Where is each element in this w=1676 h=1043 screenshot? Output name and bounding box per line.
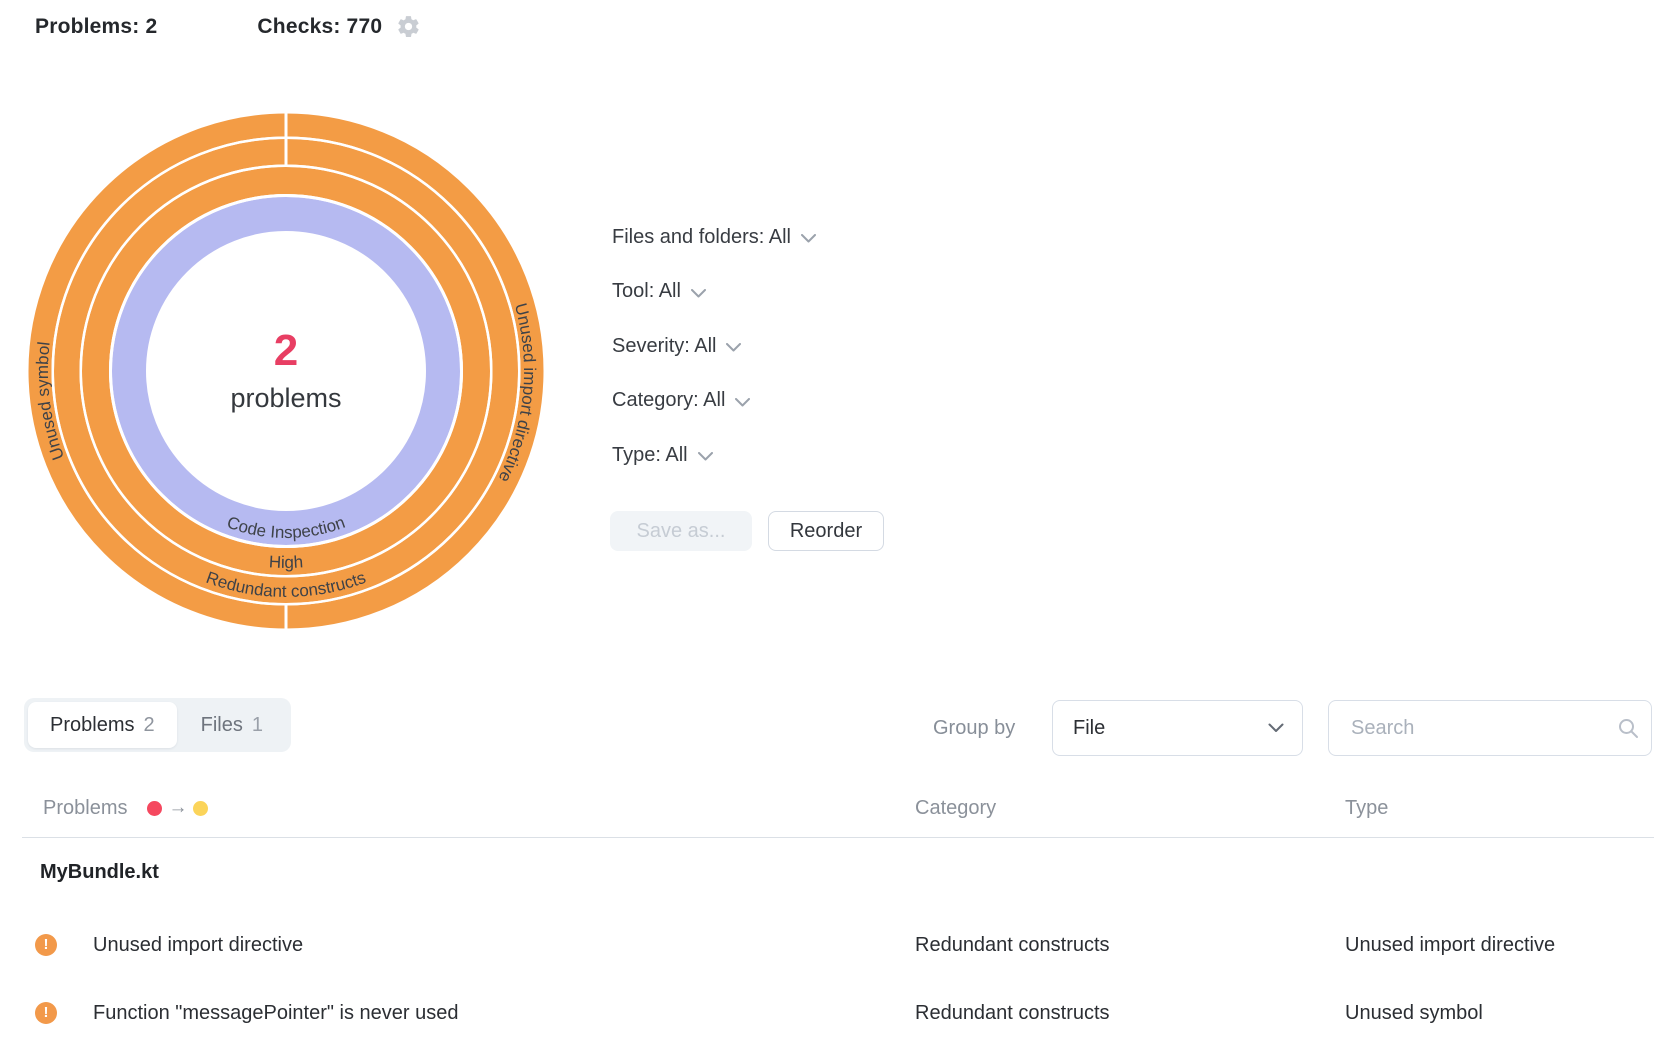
reorder-button[interactable]: Reorder [768,511,884,551]
search-input[interactable] [1349,715,1618,741]
ring-severity[interactable] [82,167,490,575]
chevron-down-icon [690,288,706,298]
chevron-down-icon [735,397,751,407]
filter-label: Files and folders: All [612,225,791,248]
tab-label: Problems [50,713,135,736]
chevron-down-icon [1268,723,1284,732]
filter-type[interactable]: Type: All [612,428,816,483]
filter-label: Tool: All [612,280,681,303]
file-group-title[interactable]: MyBundle.kt [40,861,159,883]
report-header: Problems: 2 Checks: 770 [35,14,421,39]
search-icon [1619,718,1638,738]
category-cell: Redundant constructs [915,1001,1110,1024]
tab-count: 1 [251,713,263,736]
table-row[interactable]: ! Unused import directive Redundant cons… [0,923,1676,967]
filter-label: Category: All [612,389,726,412]
column-header-problems: Problems → [43,790,209,826]
table-row[interactable]: ! Function "messagePointer" is never use… [0,991,1676,1035]
category-cell: Redundant constructs [915,933,1110,956]
filter-label: Type: All [612,443,688,466]
ring-tool[interactable] [112,197,460,545]
problem-count-label: problems [230,383,341,413]
sunburst-chart[interactable]: Code Inspection High Redundant construct… [26,111,546,631]
column-header-category: Category [915,790,996,826]
severity-low-dot [193,800,209,816]
filters-panel: Files and folders: All Tool: All Severit… [612,210,816,483]
checks-stat: Checks: 770 [257,14,383,38]
group-by-value: File [1073,716,1106,739]
severity-arrow: → [168,797,188,818]
group-by-select[interactable]: File [1052,700,1303,756]
problems-stat: Problems: 2 [35,14,158,38]
tab-problems[interactable]: Problems 2 [28,702,177,748]
filter-tool[interactable]: Tool: All [612,265,816,320]
column-label: Problems [43,796,128,819]
problem-cell: Unused import directive [93,933,304,956]
tab-label: Files [200,713,243,736]
warning-icon: ! [35,1002,57,1024]
column-header-type: Type [1345,790,1388,826]
group-by-label: Group by [933,716,1016,739]
filter-severity[interactable]: Severity: All [612,319,816,374]
filter-actions: Save as... Reorder [610,511,884,551]
filter-files-and-folders[interactable]: Files and folders: All [612,210,816,265]
chevron-down-icon [697,452,713,461]
severity-high-dot [147,800,163,816]
ring-label-severity: High [268,552,303,572]
result-tabs: Problems 2 Files 1 [24,698,291,752]
ring-separator [109,194,463,548]
header-divider [22,837,1654,838]
type-cell: Unused import directive [1345,933,1556,956]
filter-label: Severity: All [612,334,717,357]
column-label: Category [915,796,997,819]
type-cell: Unused symbol [1345,1001,1483,1024]
tab-count: 2 [143,713,155,736]
column-label: Type [1345,796,1389,819]
settings-gear-icon[interactable] [396,14,421,39]
chevron-down-icon [800,234,816,243]
chevron-down-icon [726,343,742,352]
save-as-button[interactable]: Save as... [610,511,752,551]
search-box [1328,700,1652,756]
problem-count-value: 2 [274,326,298,375]
tab-files[interactable]: Files 1 [177,702,287,748]
table-header: Problems → Category Type [0,790,1676,826]
problem-cell: Function "messagePointer" is never used [93,1001,459,1024]
warning-icon: ! [35,934,57,956]
filter-category[interactable]: Category: All [612,374,816,429]
